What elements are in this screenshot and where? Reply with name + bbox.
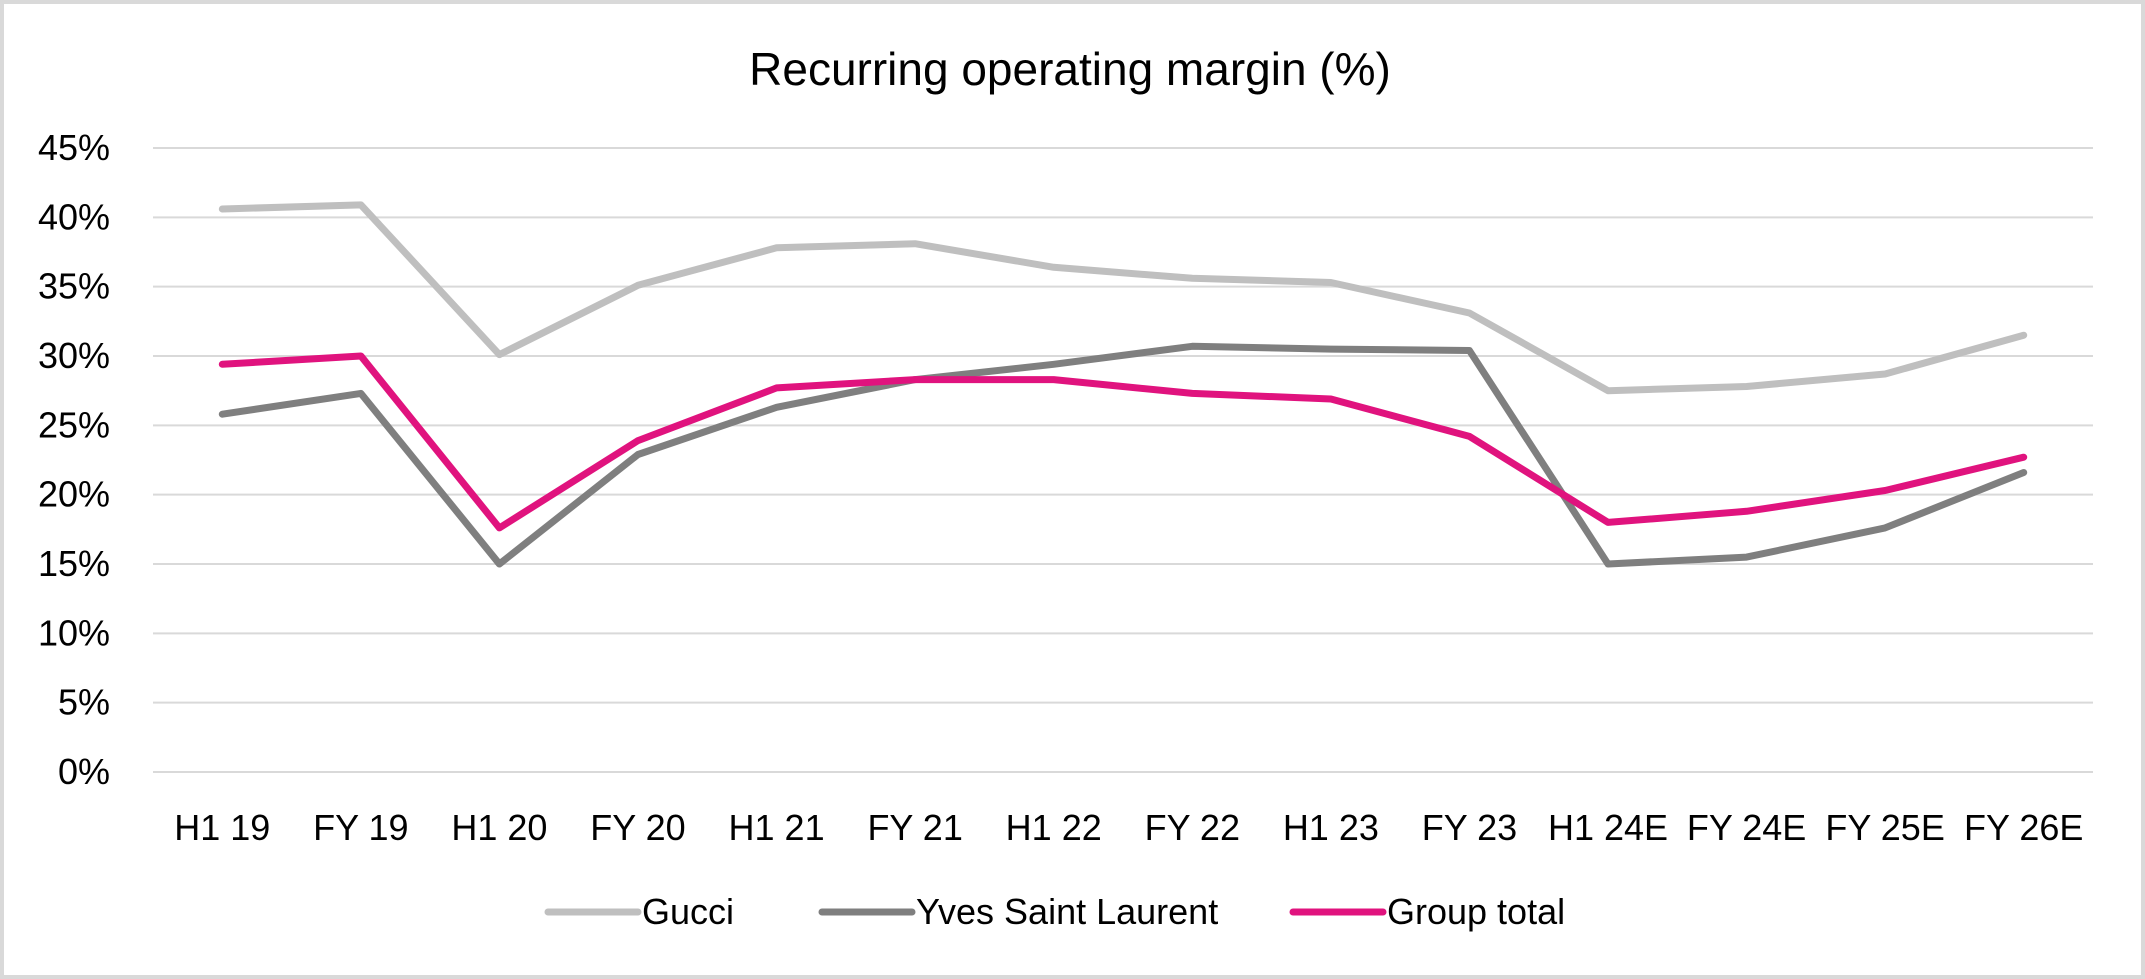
x-tick-label: FY 24E	[1687, 807, 1806, 848]
y-tick-label: 35%	[38, 266, 110, 307]
y-tick-label: 30%	[38, 335, 110, 376]
y-tick-label: 5%	[58, 682, 110, 723]
x-tick-label: FY 21	[867, 807, 962, 848]
legend-label: Gucci	[642, 891, 734, 932]
x-tick-label: FY 26E	[1964, 807, 2083, 848]
x-tick-label: H1 21	[729, 807, 825, 848]
series-lines	[218, 201, 2028, 568]
legend-label: Group total	[1387, 891, 1565, 932]
series-line	[218, 352, 2028, 532]
legend-label: Yves Saint Laurent	[916, 891, 1218, 932]
x-tick-label: FY 25E	[1825, 807, 1944, 848]
series-line	[218, 201, 2028, 395]
y-tick-label: 45%	[38, 127, 110, 168]
y-tick-label: 15%	[38, 543, 110, 584]
x-tick-label: H1 24E	[1548, 807, 1668, 848]
x-axis-ticks: H1 19 FY 19 H1 20 FY 20 H1 21 FY 21 H1 22 FY 22…	[174, 807, 2083, 848]
legend: Gucci Yves Saint Laurent Group total	[544, 891, 1565, 932]
series-line	[218, 342, 2028, 568]
x-tick-label: H1 19	[174, 807, 270, 848]
x-tick-label: H1 22	[1006, 807, 1102, 848]
x-tick-label: FY 23	[1422, 807, 1517, 848]
y-tick-label: 40%	[38, 196, 110, 237]
chart-title: Recurring operating margin (%)	[749, 43, 1391, 95]
y-tick-label: 20%	[38, 474, 110, 515]
gridlines	[153, 147, 2093, 773]
x-tick-label: H1 20	[451, 807, 547, 848]
x-tick-label: H1 23	[1283, 807, 1379, 848]
x-tick-label: FY 20	[590, 807, 685, 848]
x-tick-label: FY 22	[1145, 807, 1240, 848]
y-tick-label: 0%	[58, 751, 110, 792]
y-tick-label: 10%	[38, 612, 110, 653]
x-tick-label: FY 19	[313, 807, 408, 848]
y-tick-label: 25%	[38, 404, 110, 445]
y-axis-ticks: 0% 5% 10% 15% 20% 25% 30% 35% 40% 45%	[38, 127, 110, 792]
